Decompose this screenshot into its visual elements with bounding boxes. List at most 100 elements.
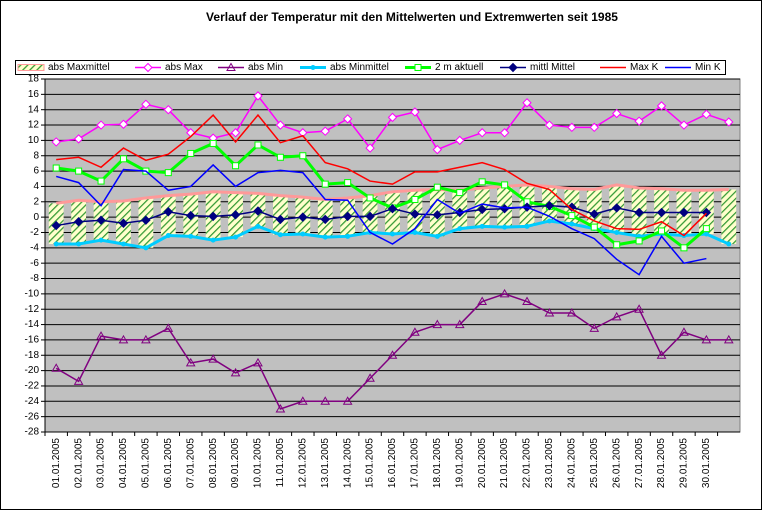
point <box>703 231 709 237</box>
y-tick-label: -2 <box>30 227 39 238</box>
point <box>701 109 712 120</box>
point <box>143 62 153 73</box>
x-tick-label: 16.01.2005 <box>387 438 398 488</box>
x-tick-label: 25.01.2005 <box>589 438 600 488</box>
point <box>656 207 667 218</box>
point <box>499 288 510 298</box>
x-tick-label: 27.01.2005 <box>634 438 645 488</box>
x-tick-label: 10.01.2005 <box>253 438 264 488</box>
point <box>702 225 710 233</box>
point <box>432 319 443 329</box>
point <box>73 217 84 227</box>
x-tick-label: 04.01.2005 <box>118 438 129 488</box>
point <box>365 373 375 382</box>
point <box>344 179 352 187</box>
point <box>365 143 375 153</box>
point <box>589 122 599 133</box>
x-tick-label: 23.01.2005 <box>544 438 555 488</box>
y-tick-label: 14 <box>28 104 40 115</box>
point <box>51 363 62 372</box>
point <box>98 237 104 243</box>
x-tick-label: 21.01.2005 <box>499 438 510 488</box>
series-line <box>56 204 707 227</box>
y-tick-label: -22 <box>25 381 40 392</box>
point <box>118 218 129 228</box>
y-tick-label: 6 <box>33 166 39 177</box>
point <box>299 152 307 160</box>
x-tick-label: 07.01.2005 <box>185 438 196 488</box>
point <box>477 204 487 215</box>
point <box>434 233 440 239</box>
point <box>120 241 126 247</box>
point <box>141 215 151 225</box>
point <box>300 231 306 237</box>
point <box>567 202 577 212</box>
y-tick-label: -4 <box>30 242 39 253</box>
legend-swatch <box>17 64 45 71</box>
point <box>255 223 261 229</box>
x-tick-label: 11.01.2005 <box>275 438 286 488</box>
point <box>410 107 420 117</box>
x-tick-label: 02.01.2005 <box>73 438 84 488</box>
point <box>233 234 239 240</box>
point <box>613 241 621 249</box>
x-tick-label: 06.01.2005 <box>163 438 174 488</box>
point <box>276 153 284 161</box>
point <box>143 245 149 251</box>
point <box>454 319 465 329</box>
point <box>163 207 174 217</box>
point <box>387 203 398 214</box>
point <box>701 334 712 344</box>
legend-label: abs Min <box>248 62 283 73</box>
x-tick-label: 08.01.2005 <box>208 438 219 488</box>
point <box>611 108 622 119</box>
point <box>508 62 518 73</box>
x-tick-label: 19.01.2005 <box>454 438 465 488</box>
point <box>310 65 316 70</box>
point <box>208 354 219 363</box>
point <box>275 403 286 413</box>
y-tick-label: -12 <box>25 304 40 315</box>
legend-label: abs Max <box>165 62 203 73</box>
x-tick-label: 09.01.2005 <box>230 438 241 488</box>
point <box>433 183 441 191</box>
point <box>724 117 734 127</box>
point <box>411 195 419 203</box>
point <box>566 308 577 317</box>
x-tick-label: 15.01.2005 <box>365 438 376 488</box>
point <box>210 237 216 243</box>
point <box>365 211 375 222</box>
point <box>634 207 644 218</box>
point <box>230 367 241 377</box>
y-tick-label: -6 <box>30 258 39 269</box>
point <box>118 334 129 344</box>
point <box>51 220 61 231</box>
point <box>52 164 60 172</box>
point <box>499 128 510 138</box>
point <box>73 134 84 144</box>
point <box>320 126 330 136</box>
y-tick-label: 8 <box>33 150 39 161</box>
x-tick-label: 01.01.2005 <box>51 438 62 488</box>
point <box>163 323 174 332</box>
point <box>634 304 644 313</box>
point <box>141 334 151 344</box>
y-tick-label: 12 <box>28 120 40 131</box>
point <box>321 180 329 188</box>
x-tick-label: 17.01.2005 <box>410 438 421 488</box>
point <box>226 62 236 71</box>
legend-label: abs Minmittel <box>330 62 389 73</box>
y-tick-label: -24 <box>25 396 40 407</box>
point <box>611 203 622 213</box>
point <box>479 223 485 229</box>
point <box>432 144 443 155</box>
point <box>76 241 82 247</box>
point <box>590 223 598 231</box>
point <box>611 311 622 321</box>
point <box>656 101 667 111</box>
y-tick-label: 10 <box>28 135 40 146</box>
point <box>568 212 576 220</box>
y-tick-label: -18 <box>25 350 40 361</box>
series-line <box>56 183 729 205</box>
x-tick-label: 12.01.2005 <box>297 438 308 488</box>
